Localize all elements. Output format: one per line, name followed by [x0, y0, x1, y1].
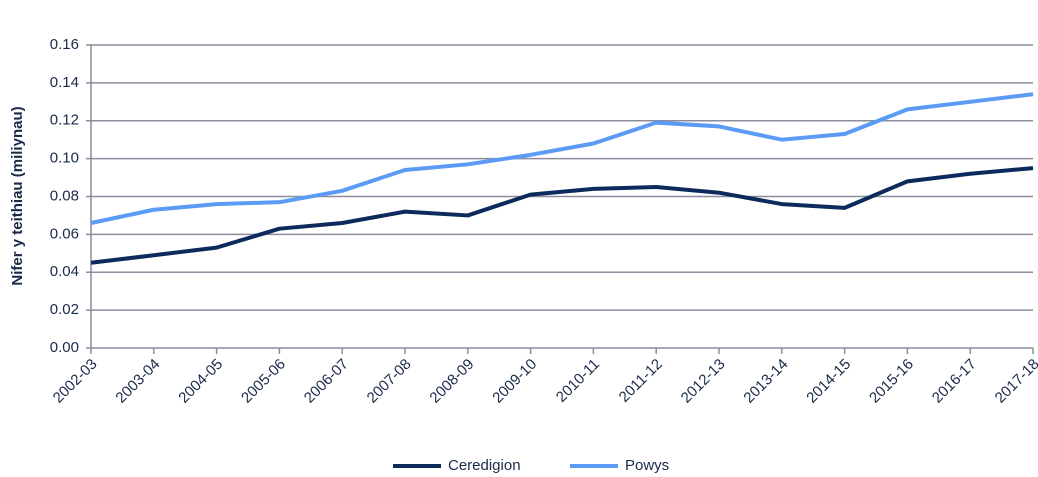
x-tick-label: 2003-04	[112, 356, 163, 407]
y-tick-label: 0.00	[50, 339, 79, 356]
y-tick-label: 0.16	[50, 36, 79, 53]
y-tick-label: 0.04	[50, 263, 79, 280]
x-tick-label: 2004-05	[175, 356, 226, 407]
x-tick-label: 2010-11	[553, 356, 603, 406]
x-tick-label: 2005-06	[238, 356, 289, 407]
y-tick-label: 0.12	[50, 112, 79, 129]
y-tick-label: 0.02	[50, 301, 79, 318]
x-tick-label: 2002-03	[50, 356, 101, 407]
line-series	[90, 92, 1034, 225]
x-tick-label: 2008-09	[426, 356, 477, 407]
y-tick-label: 0.10	[50, 150, 79, 167]
y-axis-label: Nifer y teithiau (miliynau)	[9, 106, 26, 285]
y-tick-label: 0.14	[50, 74, 79, 91]
line-series	[90, 166, 1034, 265]
x-tick-label: 2011-12	[616, 356, 666, 406]
y-tick-label: 0.06	[50, 225, 79, 242]
x-tick-label: 2015-16	[866, 356, 917, 407]
x-tick-label: 2014-15	[803, 356, 854, 407]
legend-label: Powys	[625, 457, 669, 474]
legend-label: Ceredigion	[448, 457, 521, 474]
x-tick-label: 2006-07	[301, 356, 352, 407]
x-tick-label: 2007-08	[364, 356, 415, 407]
x-tick-label: 2009-10	[489, 356, 540, 407]
x-tick-label: 2016-17	[929, 356, 980, 407]
y-tick-label: 0.08	[50, 187, 79, 204]
x-tick-label: 2013-14	[740, 356, 791, 407]
x-tick-label: 2017-18	[992, 356, 1038, 407]
x-tick-label: 2012-13	[678, 356, 729, 407]
